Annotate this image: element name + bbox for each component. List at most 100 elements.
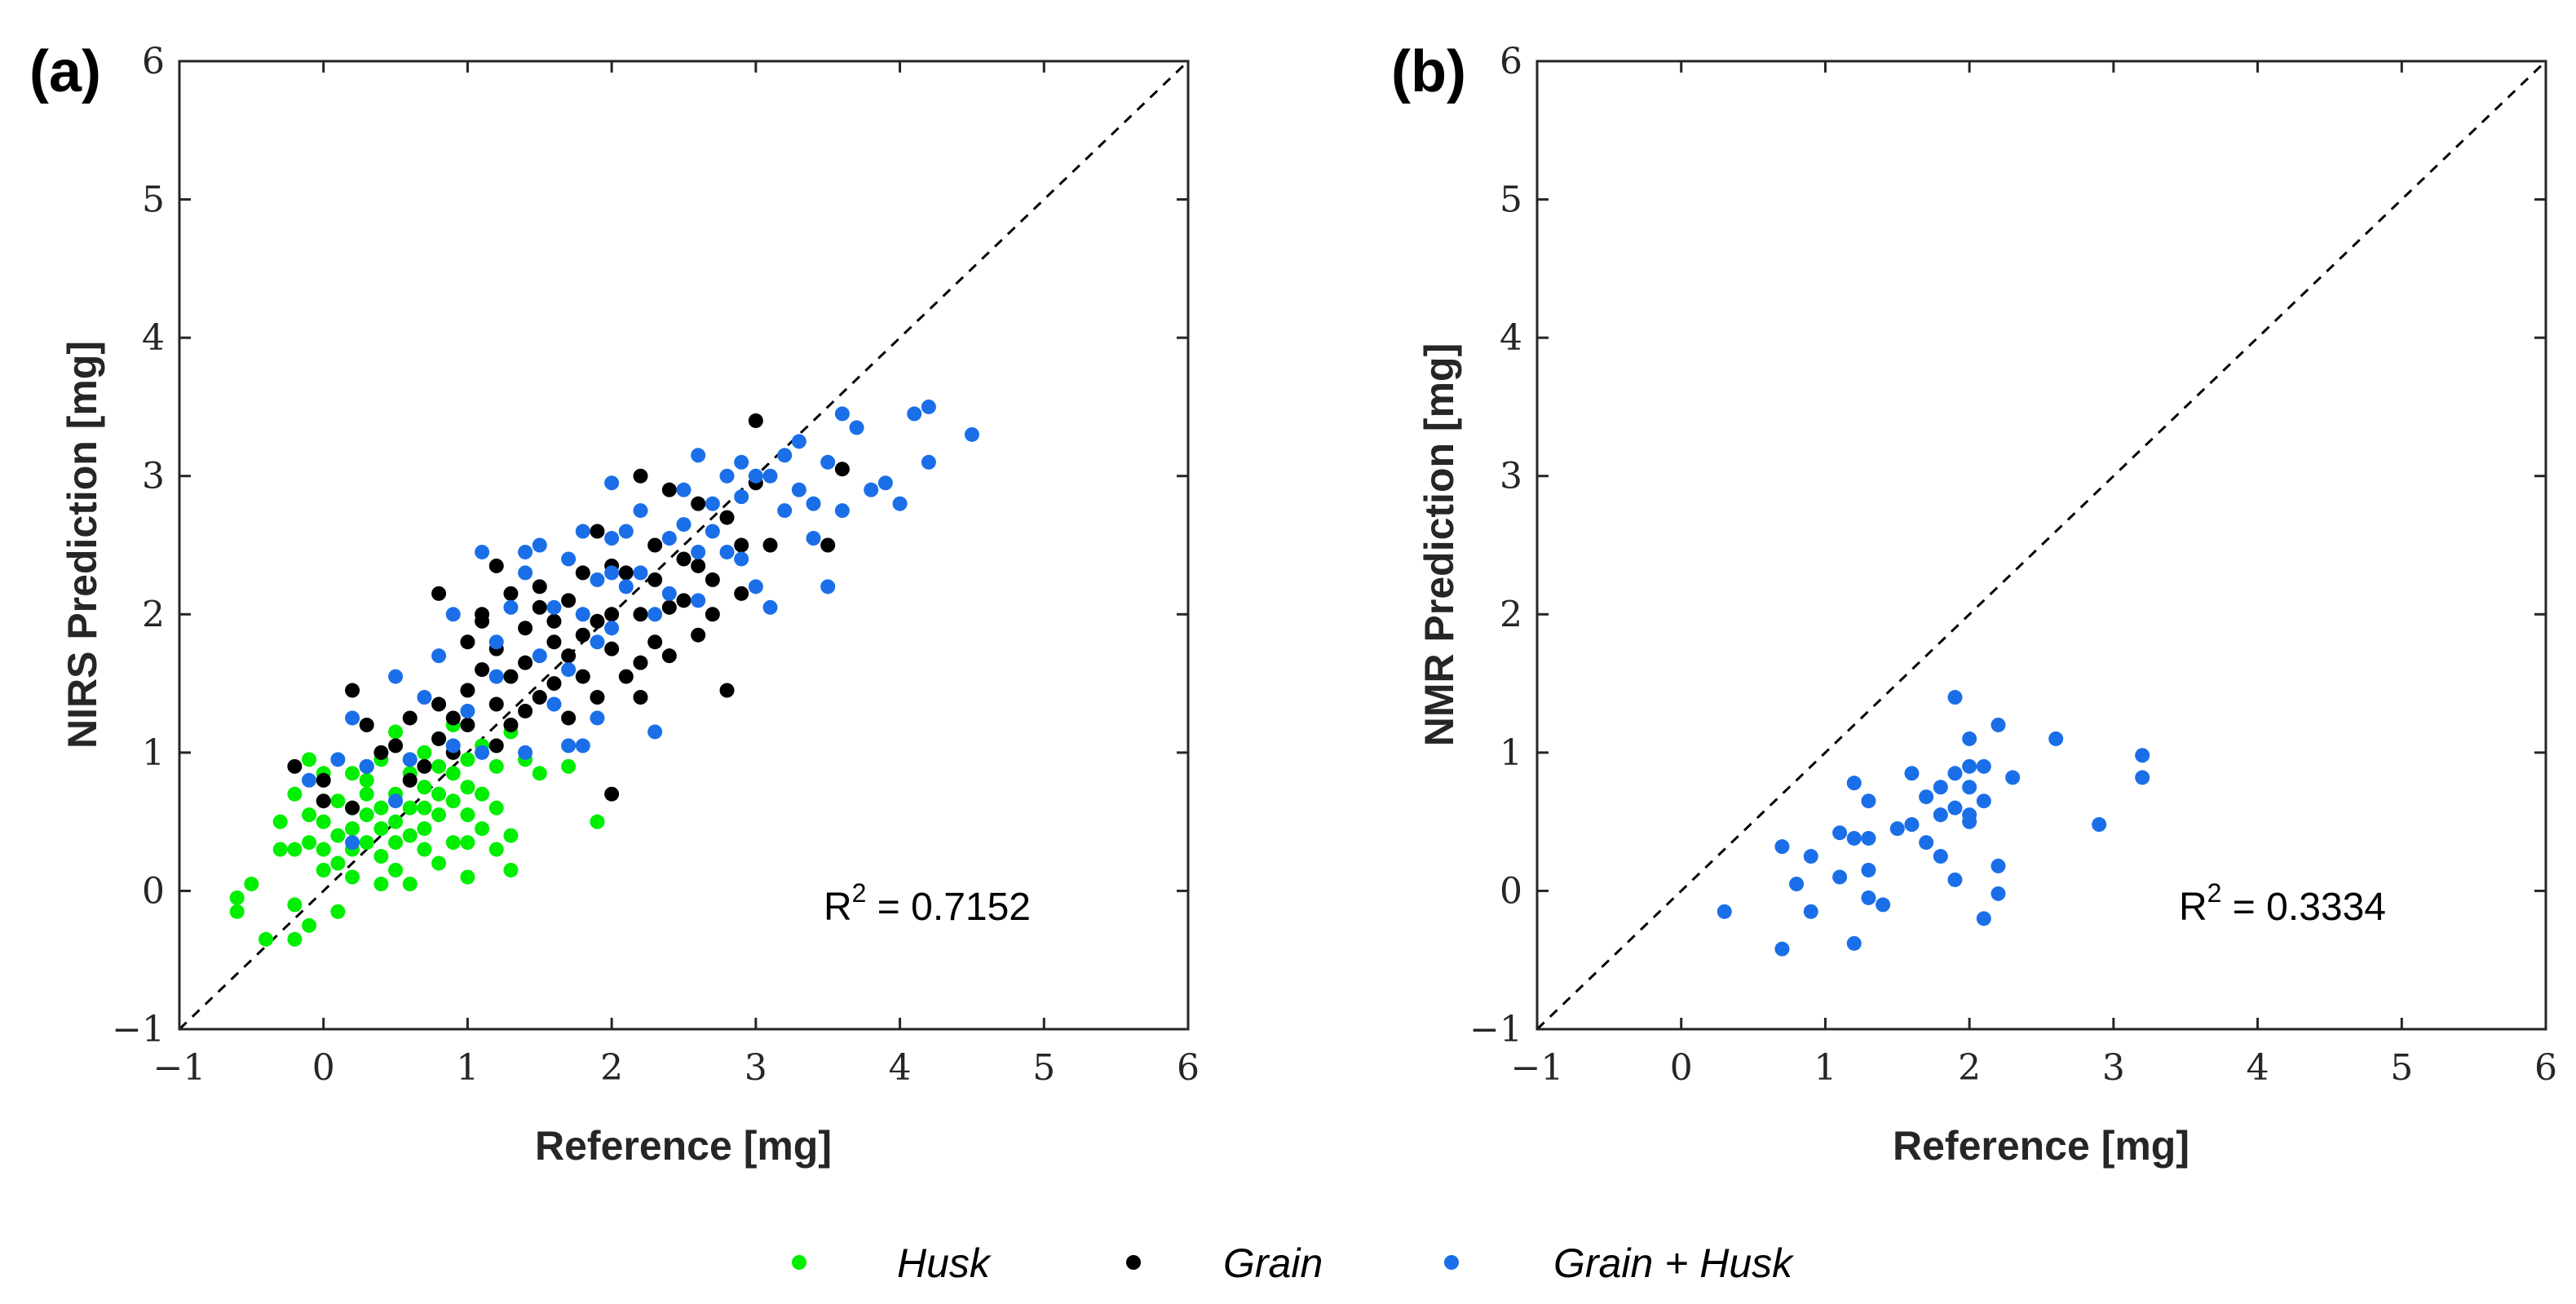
data-point-grain [561, 648, 577, 664]
data-point-grain-husk [488, 669, 504, 684]
data-point-grain-husk [561, 662, 577, 678]
data-point-grain-husk [691, 593, 706, 608]
data-point-grain-husk [388, 669, 404, 684]
data-point-grain-husk [618, 524, 634, 539]
data-point-grain [691, 627, 706, 643]
legend: Husk Grain Grain + Husk [792, 1240, 1795, 1286]
data-point-grain-husk [1832, 869, 1848, 885]
x-tick-label: 5 [1032, 1047, 1055, 1089]
x-tick-label: 2 [600, 1047, 623, 1089]
data-point-grain [518, 655, 533, 670]
data-point-grain [575, 627, 590, 643]
data-point-husk [330, 793, 346, 809]
data-point-grain [618, 669, 634, 684]
data-point-grain-husk [1889, 821, 1905, 837]
data-point-grain-husk [1717, 904, 1732, 919]
data-point-husk [258, 931, 274, 947]
x-tick-label: 0 [1670, 1047, 1693, 1089]
data-point-husk [229, 890, 245, 905]
data-point-grain-husk [1991, 886, 2006, 901]
data-point-husk [503, 862, 519, 877]
panel-b-r2-value: = 0.3334 [2221, 886, 2386, 929]
data-point-grain-husk [676, 482, 691, 497]
data-point-grain-husk [647, 607, 663, 622]
data-point-grain [604, 641, 620, 656]
data-point-grain [719, 683, 735, 698]
data-point-grain [445, 710, 461, 726]
data-point-grain [705, 572, 720, 587]
data-point-grain-husk [705, 524, 720, 539]
data-point-grain-husk [1962, 731, 1977, 746]
data-point-grain [503, 586, 519, 601]
data-point-grain-husk [1919, 835, 1934, 851]
data-point-grain-husk [1803, 904, 1818, 919]
legend-marker-grain [1126, 1255, 1141, 1270]
panel-b-points [1717, 690, 2150, 957]
data-point-grain-husk [1904, 817, 1920, 833]
data-point-grain [633, 607, 648, 622]
data-point-grain-husk [1846, 830, 1862, 846]
data-point-grain-husk [661, 531, 677, 546]
data-point-husk [287, 786, 303, 802]
data-point-husk [475, 786, 490, 802]
data-point-grain-husk [820, 454, 836, 470]
data-point-grain-husk [1832, 825, 1848, 841]
data-point-husk [330, 828, 346, 843]
x-tick-label: −1 [153, 1047, 206, 1089]
y-tick-label: 3 [1500, 456, 1522, 497]
data-point-husk [590, 814, 605, 829]
panel-a-plot-frame [178, 60, 1190, 1031]
data-point-husk [561, 758, 577, 774]
y-tick-label: 2 [1500, 594, 1522, 635]
data-point-grain [518, 703, 533, 718]
data-point-husk [287, 897, 303, 913]
data-point-grain-husk [1904, 766, 1920, 781]
data-point-grain-husk [1962, 758, 1977, 774]
data-point-grain-husk [1861, 830, 1876, 846]
x-tick-label: 3 [2102, 1047, 2125, 1089]
data-point-grain [431, 586, 447, 601]
data-point-husk [244, 876, 259, 891]
data-point-grain [345, 800, 360, 816]
data-point-grain-husk [661, 586, 677, 601]
x-tick-label: 3 [745, 1047, 767, 1089]
data-point-grain-husk [921, 454, 936, 470]
data-point-grain [748, 413, 763, 428]
data-point-grain [691, 496, 706, 511]
data-point-grain [488, 738, 504, 754]
data-point-grain-husk [1976, 911, 1991, 926]
data-point-grain [676, 551, 691, 567]
panel-a-scatter-plot: (a) −1 0 1 2 3 4 5 6 −1 0 1 2 3 4 5 6 Reference [mg] N… [29, 39, 1200, 1169]
data-point-grain-husk [503, 599, 519, 615]
data-point-grain-husk [1876, 897, 1891, 913]
data-point-grain [503, 717, 519, 732]
data-point-husk [488, 800, 504, 816]
data-point-grain [546, 676, 562, 692]
data-point-husk [402, 800, 418, 816]
data-point-grain-husk [1947, 872, 1963, 887]
data-point-husk [287, 842, 303, 857]
data-point-grain [316, 793, 331, 809]
data-point-grain-husk [561, 551, 577, 567]
data-point-grain-husk [518, 544, 533, 559]
data-point-grain-husk [604, 565, 620, 581]
y-tick-label: 3 [142, 456, 165, 497]
data-point-grain-husk [791, 482, 806, 497]
data-point-grain [532, 690, 547, 705]
data-point-grain-husk [719, 468, 735, 484]
data-point-husk [532, 766, 547, 781]
data-point-grain [518, 621, 533, 636]
data-point-grain-husk [1991, 858, 2006, 873]
data-point-grain-husk [590, 634, 605, 650]
data-point-husk [431, 758, 447, 774]
data-point-grain-husk [691, 544, 706, 559]
data-point-grain-husk [647, 724, 663, 740]
y-tick-label: 0 [1500, 870, 1522, 912]
data-point-husk [445, 835, 461, 851]
data-point-grain-husk [590, 710, 605, 726]
y-tick-label: 1 [142, 732, 165, 774]
data-point-grain-husk [518, 565, 533, 581]
data-point-grain-husk [777, 448, 793, 463]
data-point-grain-husk [676, 517, 691, 533]
x-tick-label: 2 [1958, 1047, 1981, 1089]
